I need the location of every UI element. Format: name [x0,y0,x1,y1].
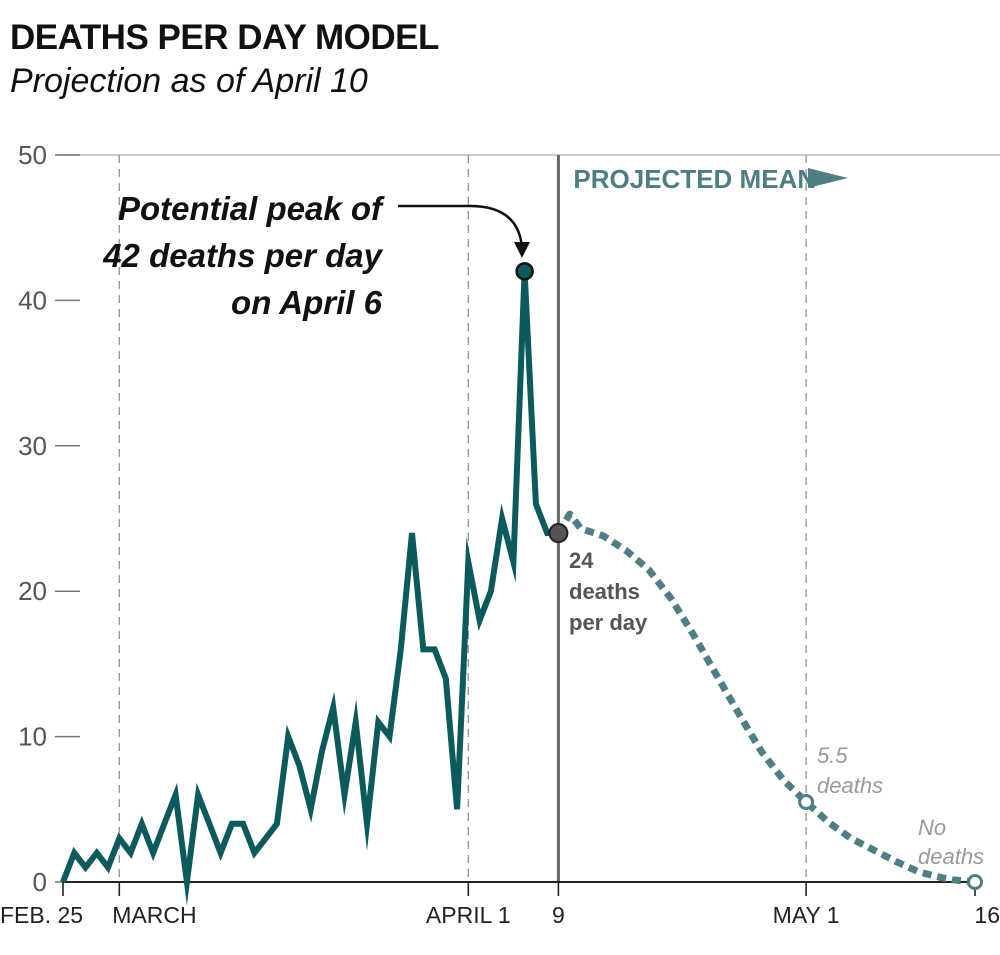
peak-annotation-text: on April 6 [231,284,383,321]
y-tick-label: 20 [18,576,47,606]
chart-subtitle: Projection as of April 10 [10,62,368,100]
current-value-marker [548,523,569,544]
x-tick-label: APRIL 1 [426,902,511,928]
chart-title: DEATHS PER DAY MODEL [10,18,439,57]
x-tick-label: MARCH [112,902,196,928]
end-value-text: deaths [918,844,984,869]
peak-callout-connector [398,204,524,249]
peak-marker [515,262,534,281]
x-tick-label: FEB. 25 [0,902,83,928]
x-tick-label: 16 [974,902,1000,928]
y-tick-label: 40 [18,285,47,315]
may1-value-text: 5.5 [817,743,848,768]
may1-value-marker [798,794,815,811]
peak-arrow-icon [514,242,530,258]
x-tick-label: 9 [552,902,565,928]
projected-mean-line [555,510,976,886]
projected-mean-label: PROJECTED MEAN [573,164,816,194]
end-value-marker [967,874,983,890]
y-tick-label: 10 [18,722,47,752]
y-tick-label: 50 [18,140,47,170]
x-tick-label: MAY 1 [773,902,840,928]
end-value-text: No [918,815,946,840]
projected-mean-arrow-icon [808,168,848,188]
may1-value-text: deaths [817,773,883,798]
current-value-text: per day [569,610,648,635]
actual-deaths-line [60,271,559,906]
peak-annotation-text: Potential peak of [118,190,385,227]
y-tick-label: 0 [33,867,47,897]
current-value-text: 24 [569,548,594,573]
peak-annotation-text: 42 deaths per day [102,237,383,274]
y-tick-label: 30 [18,431,47,461]
current-value-text: deaths [569,579,640,604]
